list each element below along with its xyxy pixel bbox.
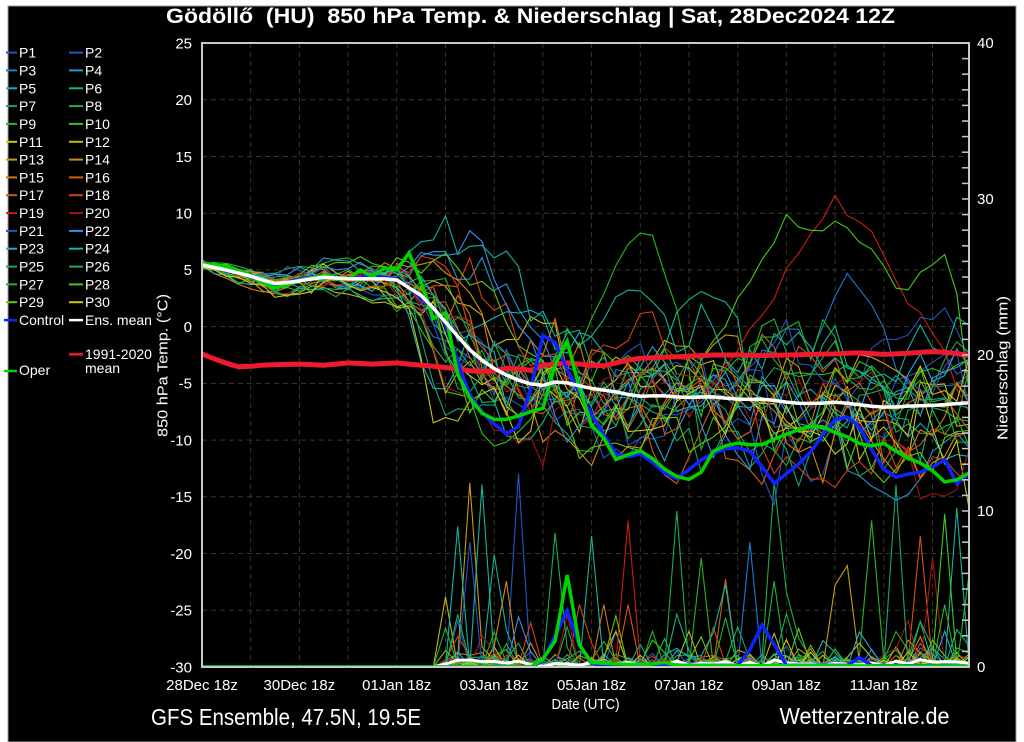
svg-text:P27: P27: [19, 276, 44, 292]
svg-text:P23: P23: [19, 241, 44, 257]
svg-text:P13: P13: [19, 152, 44, 168]
svg-text:Wetterzentrale.de: Wetterzentrale.de: [780, 703, 950, 729]
svg-text:P12: P12: [85, 134, 110, 150]
svg-text:mean: mean: [85, 360, 120, 376]
svg-text:Date (UTC): Date (UTC): [552, 696, 620, 713]
svg-text:P24: P24: [85, 241, 110, 257]
svg-text:850 hPa Temp. (°C): 850 hPa Temp. (°C): [155, 294, 172, 437]
svg-text:-15: -15: [170, 489, 192, 506]
svg-text:5: 5: [184, 262, 192, 279]
svg-text:P21: P21: [19, 223, 44, 239]
svg-text:20: 20: [977, 347, 994, 364]
svg-text:P19: P19: [19, 205, 44, 221]
svg-text:03Jan 18z: 03Jan 18z: [460, 677, 529, 694]
svg-text:1991-2020: 1991-2020: [85, 346, 152, 362]
svg-text:P16: P16: [85, 169, 110, 185]
svg-text:28Dec 18z: 28Dec 18z: [166, 677, 238, 694]
svg-text:05Jan 18z: 05Jan 18z: [557, 677, 626, 694]
svg-text:P18: P18: [85, 187, 110, 203]
svg-text:09Jan 18z: 09Jan 18z: [752, 677, 821, 694]
svg-text:P17: P17: [19, 187, 44, 203]
svg-text:P30: P30: [85, 294, 110, 310]
svg-text:P1: P1: [19, 45, 36, 61]
svg-text:Oper: Oper: [19, 362, 50, 378]
svg-text:0: 0: [977, 659, 985, 676]
svg-text:P25: P25: [19, 259, 44, 275]
svg-text:P2: P2: [85, 45, 102, 61]
svg-text:Ens. mean: Ens. mean: [85, 312, 152, 328]
svg-text:01Jan 18z: 01Jan 18z: [362, 677, 431, 694]
svg-text:P6: P6: [85, 80, 102, 96]
svg-text:-30: -30: [170, 659, 192, 676]
svg-text:11Jan 18z: 11Jan 18z: [850, 677, 918, 694]
svg-text:-5: -5: [179, 376, 192, 393]
svg-text:07Jan 18z: 07Jan 18z: [654, 677, 723, 694]
svg-text:GFS Ensemble, 47.5N, 19.5E: GFS Ensemble, 47.5N, 19.5E: [151, 704, 421, 730]
svg-text:P5: P5: [19, 80, 36, 96]
svg-text:10: 10: [175, 205, 192, 222]
svg-text:P8: P8: [85, 98, 102, 114]
svg-text:P4: P4: [85, 62, 102, 78]
svg-text:0: 0: [184, 319, 192, 336]
svg-text:P10: P10: [85, 116, 110, 132]
svg-text:30Dec 18z: 30Dec 18z: [264, 677, 336, 694]
svg-text:Gödöllő (HU) 850 hPa Temp. &: Gödöllő (HU) 850 hPa Temp. & Niederschla…: [166, 5, 895, 28]
svg-text:30: 30: [977, 191, 994, 208]
svg-text:P7: P7: [19, 98, 36, 114]
svg-text:Niederschlag (mm): Niederschlag (mm): [995, 296, 1012, 440]
svg-text:P26: P26: [85, 259, 110, 275]
svg-text:P29: P29: [19, 294, 44, 310]
svg-text:P3: P3: [19, 62, 36, 78]
svg-text:P11: P11: [19, 134, 43, 150]
svg-text:P20: P20: [85, 205, 110, 221]
svg-text:P15: P15: [19, 169, 44, 185]
svg-text:15: 15: [175, 149, 192, 166]
svg-text:20: 20: [175, 92, 192, 109]
svg-text:P22: P22: [85, 223, 110, 239]
svg-text:-10: -10: [170, 432, 192, 449]
svg-text:P14: P14: [85, 152, 110, 168]
svg-text:-20: -20: [170, 546, 192, 563]
svg-text:40: 40: [977, 35, 994, 52]
svg-text:-25: -25: [170, 603, 192, 620]
svg-text:25: 25: [175, 35, 192, 52]
svg-text:Control: Control: [19, 312, 64, 328]
svg-text:P28: P28: [85, 276, 110, 292]
svg-text:10: 10: [977, 503, 994, 520]
svg-text:P9: P9: [19, 116, 36, 132]
